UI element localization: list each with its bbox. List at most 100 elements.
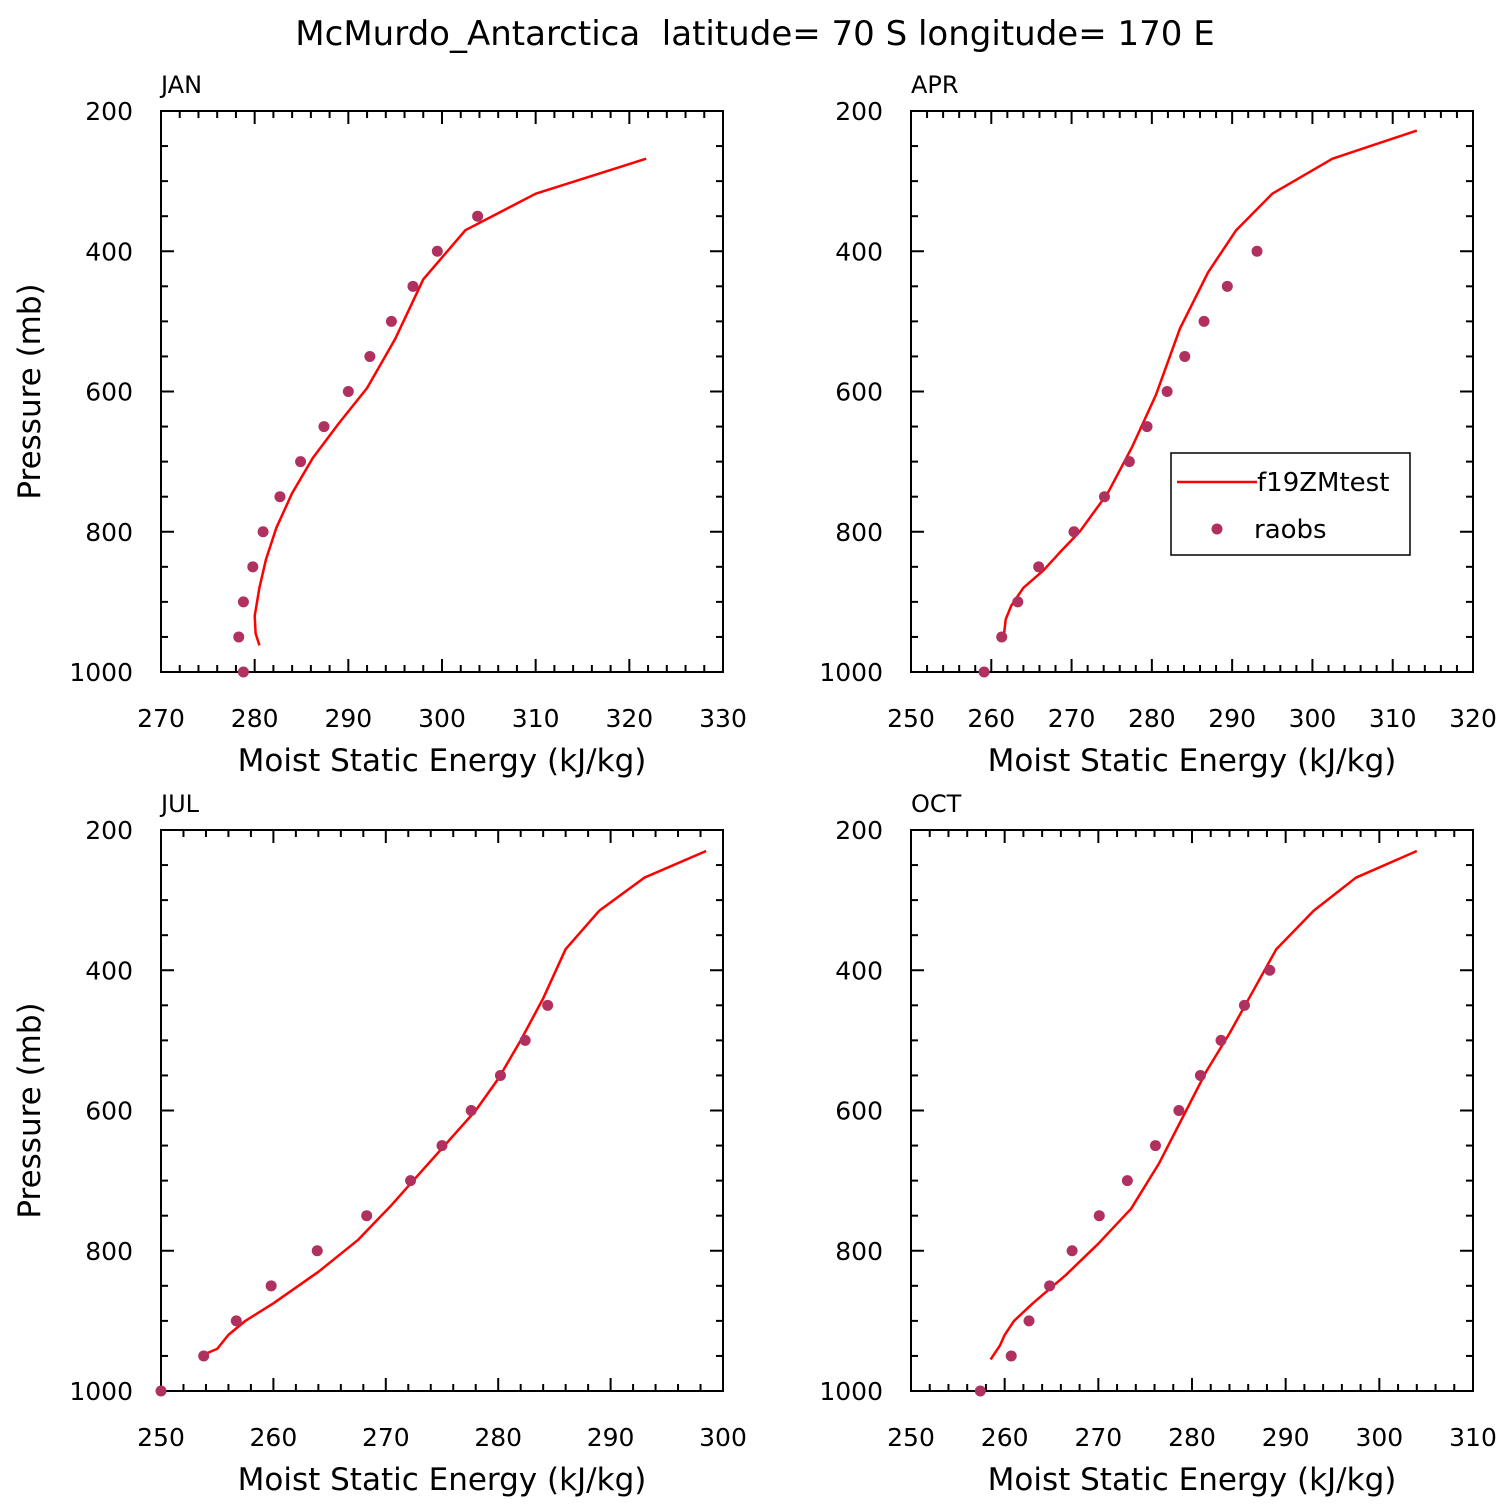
x-tick-label: 250 bbox=[887, 704, 935, 733]
x-tick-label: 300 bbox=[1289, 704, 1337, 733]
data-point-raobs bbox=[318, 421, 330, 433]
y-tick-label: 600 bbox=[835, 1097, 883, 1126]
data-point-raobs bbox=[361, 1210, 373, 1222]
x-tick-label: 270 bbox=[1048, 704, 1096, 733]
data-point-raobs bbox=[1005, 1350, 1017, 1362]
x-tick-label: 260 bbox=[967, 704, 1015, 733]
panel-apr: 250 260 270 280 290 300 310 320 200 400 600 800 1000… bbox=[819, 71, 1496, 779]
x-tick-label: 280 bbox=[1128, 704, 1176, 733]
x-axis-label: Moist Static Energy (kJ/kg) bbox=[238, 1462, 647, 1498]
panel-title: APR bbox=[911, 71, 959, 99]
y-tick-label: 1000 bbox=[819, 658, 883, 687]
data-point-raobs bbox=[431, 245, 443, 257]
x-tick-label: 290 bbox=[1208, 704, 1256, 733]
y-tick-label: 200 bbox=[85, 816, 133, 845]
y-tick-label: 400 bbox=[85, 237, 133, 266]
data-point-raobs bbox=[295, 456, 307, 468]
data-point-raobs bbox=[1149, 1140, 1161, 1152]
y-tick-label: 800 bbox=[835, 1237, 883, 1266]
y-tick-label: 800 bbox=[85, 518, 133, 547]
data-point-raobs bbox=[1215, 1034, 1227, 1046]
data-point-raobs bbox=[494, 1069, 506, 1081]
x-tick-label: 270 bbox=[1074, 1423, 1122, 1452]
data-point-raobs bbox=[1251, 245, 1263, 257]
data-point-raobs bbox=[405, 1175, 417, 1187]
figure-title: McMurdo_Antarctica latitude= 70 S longit… bbox=[295, 14, 1214, 54]
y-tick-label: 800 bbox=[85, 1237, 133, 1266]
x-tick-label: 290 bbox=[587, 1423, 635, 1452]
series-line-f19zmtest bbox=[253, 157, 647, 646]
legend-marker-swatch bbox=[1211, 523, 1223, 535]
data-point-raobs bbox=[155, 1385, 167, 1397]
y-tick-label: 400 bbox=[835, 237, 883, 266]
panel-jan: 270 280 290 300 310 320 330 200 400 600 800 1000 JAN… bbox=[12, 71, 747, 779]
data-point-raobs bbox=[311, 1245, 323, 1257]
y-tick-label: 400 bbox=[835, 956, 883, 985]
data-point-raobs bbox=[1121, 1175, 1133, 1187]
data-point-raobs bbox=[1044, 1280, 1056, 1292]
panel-oct: 250 260 270 280 290 300 310 200 400 600 800 1000 OCT… bbox=[819, 790, 1496, 1498]
x-axis-label: Moist Static Energy (kJ/kg) bbox=[988, 743, 1397, 779]
x-tick-label: 300 bbox=[699, 1423, 747, 1452]
y-tick-label: 600 bbox=[835, 378, 883, 407]
y-tick-label: 400 bbox=[85, 956, 133, 985]
y-axis-label: Pressure (mb) bbox=[12, 1002, 48, 1218]
y-tick-label: 600 bbox=[85, 378, 133, 407]
data-point-raobs bbox=[198, 1350, 210, 1362]
y-tick-label: 200 bbox=[835, 816, 883, 845]
panel-title: JUL bbox=[159, 790, 200, 818]
series-line-f19zmtest bbox=[989, 849, 1418, 1361]
legend-label-obs: raobs bbox=[1254, 515, 1327, 545]
y-axis-label: Pressure (mb) bbox=[12, 283, 48, 499]
y-tick-label: 1000 bbox=[819, 1377, 883, 1406]
legend: f19ZMtest raobs bbox=[1170, 452, 1411, 556]
panels-container: 270 280 290 300 310 320 330 200 400 600 800 1000 JAN… bbox=[12, 71, 1497, 1498]
x-tick-label: 310 bbox=[1449, 1423, 1497, 1452]
x-axis-label: Moist Static Energy (kJ/kg) bbox=[988, 1462, 1397, 1498]
data-point-raobs bbox=[1179, 350, 1191, 362]
data-point-raobs bbox=[237, 666, 249, 678]
data-point-raobs bbox=[247, 561, 259, 573]
y-tick-label: 1000 bbox=[69, 1377, 133, 1406]
panel-title: JAN bbox=[159, 71, 202, 99]
x-tick-label: 330 bbox=[699, 704, 747, 733]
series-line-f19zmtest bbox=[203, 849, 707, 1356]
data-point-raobs bbox=[237, 596, 249, 608]
y-tick-label: 1000 bbox=[69, 658, 133, 687]
data-point-raobs bbox=[542, 999, 554, 1011]
x-tick-label: 280 bbox=[231, 704, 279, 733]
data-point-raobs bbox=[364, 350, 376, 362]
data-point-raobs bbox=[1012, 596, 1024, 608]
data-point-raobs bbox=[996, 631, 1008, 643]
x-tick-label: 300 bbox=[418, 704, 466, 733]
x-tick-label: 270 bbox=[137, 704, 185, 733]
legend-box bbox=[1170, 452, 1411, 556]
data-point-raobs bbox=[519, 1034, 531, 1046]
data-point-raobs bbox=[230, 1315, 242, 1327]
data-point-raobs bbox=[1221, 280, 1233, 292]
x-tick-label: 290 bbox=[324, 704, 372, 733]
panel-title: OCT bbox=[911, 790, 962, 818]
data-point-raobs bbox=[472, 210, 484, 222]
data-point-raobs bbox=[1123, 456, 1135, 468]
data-point-raobs bbox=[233, 631, 245, 643]
data-point-raobs bbox=[385, 315, 397, 327]
data-point-raobs bbox=[1264, 964, 1276, 976]
data-point-raobs bbox=[257, 526, 269, 538]
data-point-raobs bbox=[465, 1105, 477, 1116]
data-point-raobs bbox=[978, 666, 990, 678]
panel-jul: 250 260 270 280 290 300 200 400 600 800 1000 JUL Moi… bbox=[12, 790, 747, 1498]
x-tick-label: 310 bbox=[512, 704, 560, 733]
y-tick-label: 200 bbox=[85, 97, 133, 126]
data-point-raobs bbox=[1068, 526, 1080, 538]
x-axis-label: Moist Static Energy (kJ/kg) bbox=[238, 743, 647, 779]
data-point-raobs bbox=[1173, 1105, 1185, 1116]
data-point-raobs bbox=[1098, 491, 1110, 503]
data-point-raobs bbox=[1161, 386, 1173, 397]
x-tick-label: 290 bbox=[1262, 1423, 1310, 1452]
x-tick-label: 320 bbox=[1449, 704, 1497, 733]
data-point-raobs bbox=[274, 491, 286, 503]
x-tick-label: 300 bbox=[1355, 1423, 1403, 1452]
data-point-raobs bbox=[265, 1280, 277, 1292]
